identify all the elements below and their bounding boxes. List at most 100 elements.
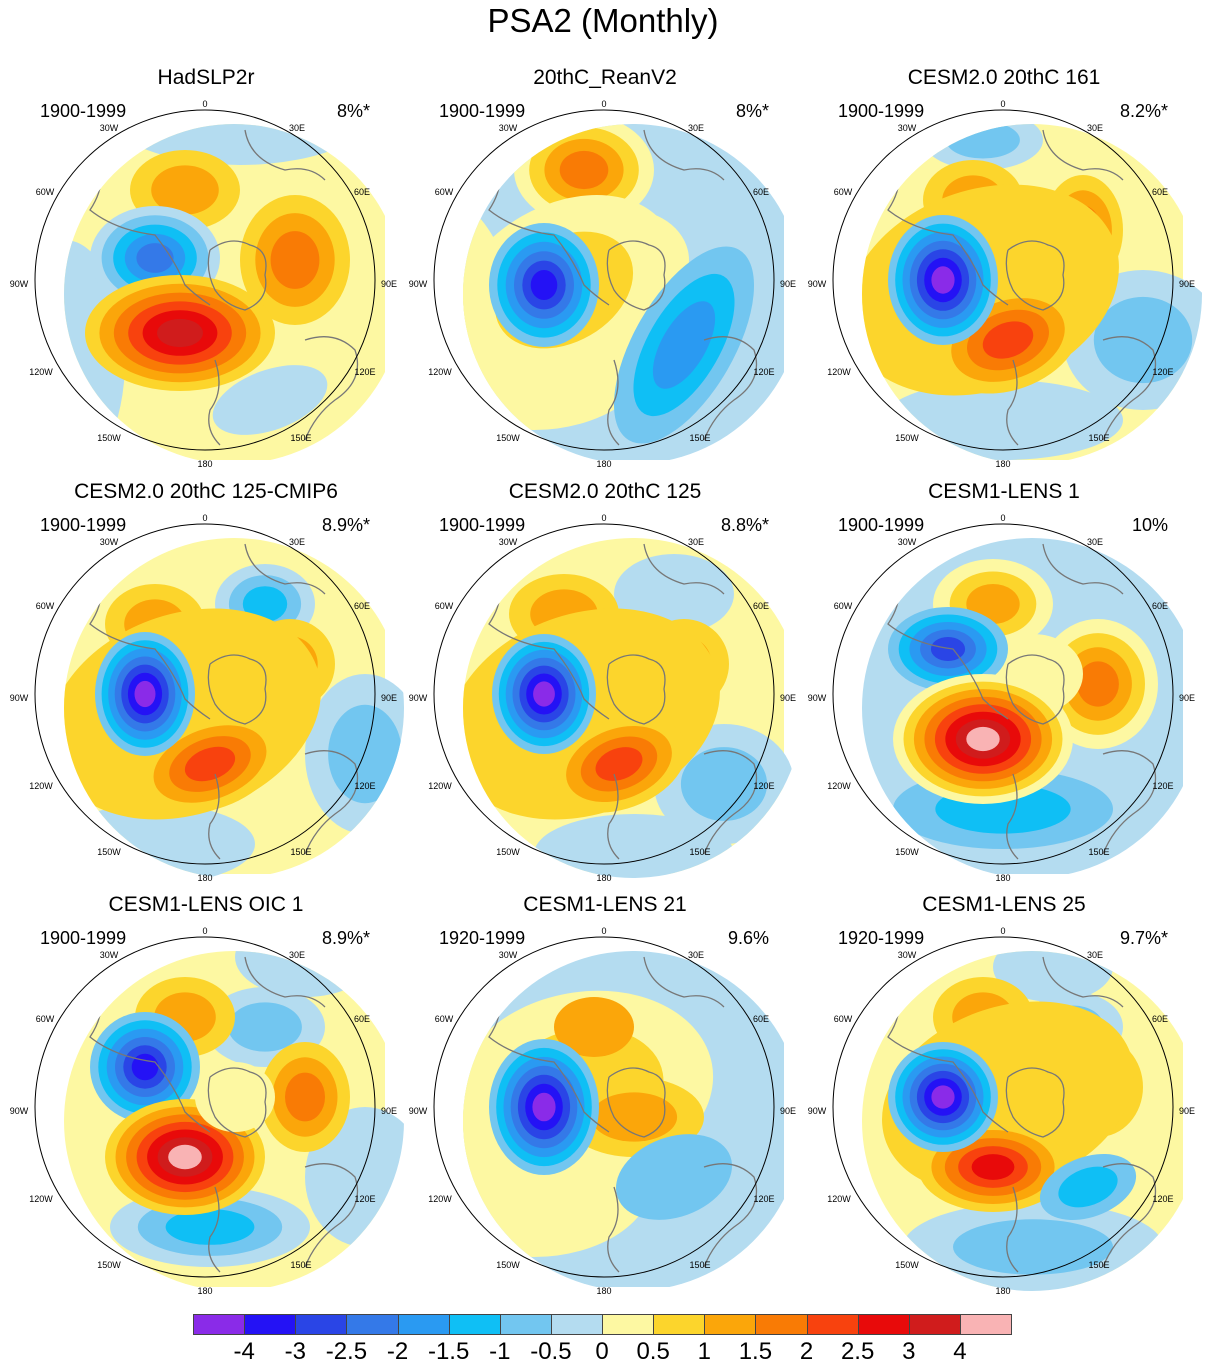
contour-field	[64, 124, 390, 464]
map-boundary	[34, 936, 376, 1278]
longitude-label: 150W	[97, 847, 121, 857]
longitude-label: 60W	[834, 187, 853, 197]
colorbar-label: 2	[799, 1338, 814, 1365]
colorbar-swatch	[959, 1314, 1012, 1335]
figure-title: PSA2 (Monthly)	[487, 2, 719, 39]
colorbar-label: -2	[386, 1338, 409, 1365]
longitude-label: 180	[995, 459, 1010, 469]
longitude-label: 120E	[1152, 367, 1173, 377]
contour-level	[168, 1144, 202, 1170]
longitude-label: 120W	[428, 367, 452, 377]
colorbar-label: -2.5	[325, 1338, 368, 1365]
longitude-label: 30E	[1087, 537, 1103, 547]
contour-field	[862, 538, 1183, 874]
longitude-label: 90E	[381, 693, 397, 703]
longitude-label: 120W	[428, 1194, 452, 1204]
panel-variance: 8%*	[735, 101, 769, 121]
colorbar-label: 2.5	[840, 1338, 875, 1365]
contour-level	[993, 951, 1113, 1002]
panel-variance: 9.7%*	[1119, 928, 1168, 948]
longitude-label: 120W	[29, 781, 53, 791]
colorbar-swatch	[397, 1314, 450, 1335]
contour-level	[946, 124, 1020, 159]
longitude-label: 120E	[753, 781, 774, 791]
longitude-label: 30W	[898, 123, 917, 133]
polar-map: 0 30E 60E 90E 120E 150E 180 150W 120W 90W 60W 30W	[808, 99, 1202, 469]
map-boundary	[433, 936, 775, 1278]
coastline	[887, 543, 1157, 860]
longitude-label: 120W	[29, 367, 53, 377]
panel-years: 1900-1999	[838, 101, 925, 121]
coastline	[89, 543, 359, 860]
longitude-label: 120E	[753, 367, 774, 377]
panel-years: 1920-1999	[439, 928, 526, 948]
longitude-label: 0	[1000, 99, 1005, 109]
map-panel: CESM1-LENS 21 1920-1999 9.6% 0 30E 60E 90E 120E…	[405, 893, 805, 1303]
longitude-label: 180	[197, 1286, 212, 1296]
longitude-label: 30W	[499, 950, 518, 960]
contour-level	[931, 266, 955, 294]
contour-level	[533, 681, 555, 707]
contour-field	[862, 124, 1202, 460]
longitude-label: 90E	[381, 1106, 397, 1116]
colorbar-label: -1	[489, 1338, 511, 1365]
longitude-label: 30W	[898, 950, 917, 960]
map-boundary	[433, 109, 775, 451]
coastline	[488, 129, 758, 446]
colorbar-swatch	[908, 1314, 961, 1335]
contour-level	[212, 365, 328, 435]
contour-level	[652, 301, 716, 389]
longitude-label: 120E	[753, 1194, 774, 1204]
contour-level	[134, 680, 156, 708]
colorbar-swatch	[499, 1314, 552, 1335]
longitude-label: 150E	[689, 847, 710, 857]
longitude-label: 0	[601, 513, 606, 523]
map-panel: CESM1-LENS 1 1900-1999 10% 0 30E 60E 90E 120E 15…	[804, 480, 1204, 890]
coastline	[89, 956, 359, 1273]
map-panel: CESM1-LENS OIC 1 1900-1999 8.9%* 0 30E 60E 90E…	[6, 893, 406, 1303]
contour-level	[131, 1053, 159, 1081]
contour-level	[270, 231, 320, 289]
longitude-label: 150W	[496, 433, 520, 443]
colorbar-swatch	[704, 1314, 757, 1335]
map-boundary	[832, 109, 1174, 451]
longitude-label: 30E	[688, 537, 704, 547]
longitude-label: 150E	[1088, 847, 1109, 857]
longitude-label: 60W	[36, 601, 55, 611]
longitude-label: 120W	[29, 1194, 53, 1204]
contour-level	[228, 1002, 302, 1052]
longitude-label: 90W	[409, 693, 428, 703]
longitude-label: 180	[596, 459, 611, 469]
contour-level	[90, 124, 390, 165]
contour-field	[463, 951, 784, 1287]
map-boundary	[34, 523, 376, 865]
contour-level	[1093, 296, 1193, 384]
contour-level	[165, 1209, 255, 1245]
polar-map: 0 30E 60E 90E 120E 150E 180 150W 120W 90W 60W 30W	[10, 99, 397, 469]
panel-title: 20thC_ReanV2	[533, 66, 677, 89]
longitude-label: 30E	[289, 123, 305, 133]
colorbar-label: 4	[953, 1338, 967, 1365]
longitude-label: 150E	[1088, 1260, 1109, 1270]
longitude-label: 30W	[898, 537, 917, 547]
longitude-label: 120W	[428, 781, 452, 791]
panel-years: 1920-1999	[838, 928, 925, 948]
contour-level	[590, 1092, 678, 1142]
map-boundary	[832, 523, 1174, 865]
contour-level	[930, 637, 966, 661]
longitude-label: 180	[995, 1286, 1010, 1296]
longitude-label: 30W	[100, 537, 119, 547]
contour-level	[931, 1085, 955, 1109]
map-panel: HadSLP2r 1900-1999 8%* 0 30E 60E 90E 120E 150E 18…	[6, 66, 406, 476]
longitude-label: 120W	[827, 367, 851, 377]
map-boundary	[34, 109, 376, 451]
longitude-label: 30E	[289, 950, 305, 960]
colorbar-swatch	[346, 1314, 399, 1335]
longitude-label: 60W	[36, 1014, 55, 1024]
longitude-label: 30W	[100, 123, 119, 133]
map-panel: CESM1-LENS 25 1920-1999 9.7%* 0 30E 60E 90E 120…	[804, 893, 1204, 1303]
longitude-label: 150E	[689, 1260, 710, 1270]
contour-level	[966, 726, 1000, 752]
longitude-label: 60E	[753, 601, 769, 611]
panel-years: 1900-1999	[40, 101, 127, 121]
